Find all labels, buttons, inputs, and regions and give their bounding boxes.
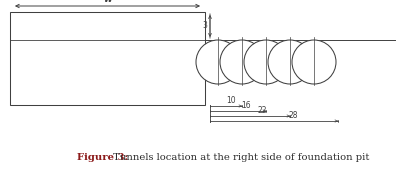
Ellipse shape: [220, 40, 264, 84]
Ellipse shape: [244, 40, 288, 84]
Ellipse shape: [292, 40, 336, 84]
Text: 22: 22: [257, 106, 267, 115]
Text: 28: 28: [288, 111, 298, 120]
Text: Figure 3:: Figure 3:: [77, 153, 128, 163]
Bar: [10, 12, 205, 105]
Text: Tunnels location at the right side of foundation pit: Tunnels location at the right side of fo…: [110, 153, 369, 163]
Text: 3: 3: [202, 22, 207, 31]
Text: 10: 10: [226, 96, 236, 105]
Ellipse shape: [268, 40, 312, 84]
Text: 16: 16: [242, 101, 251, 110]
Text: w: w: [103, 0, 112, 3]
Ellipse shape: [196, 40, 240, 84]
